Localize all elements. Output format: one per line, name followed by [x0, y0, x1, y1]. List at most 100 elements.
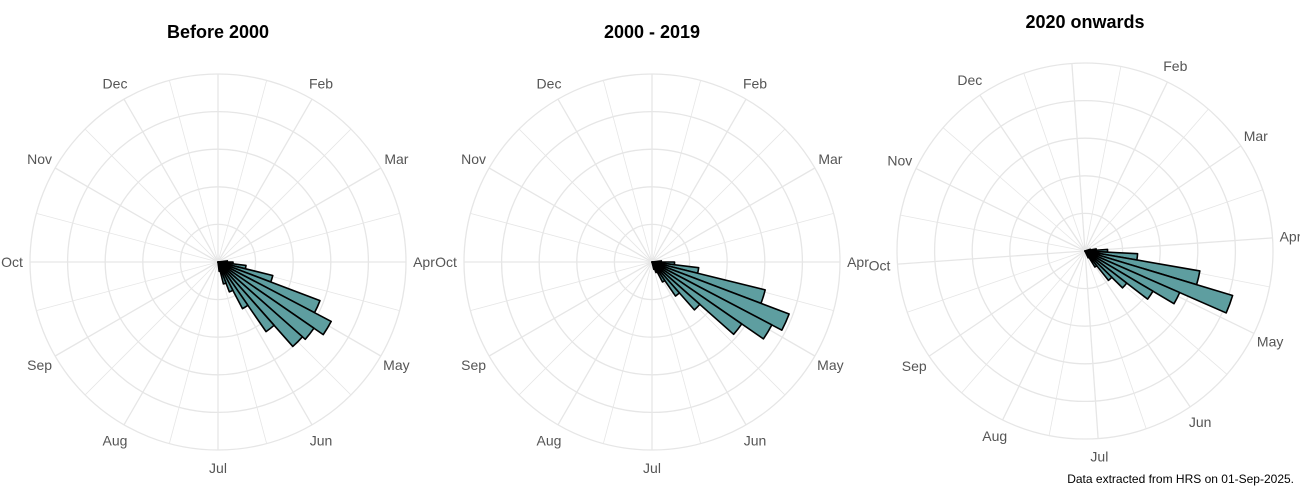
- month-label-jul: Jul: [209, 460, 227, 476]
- month-spoke: [928, 250, 1086, 357]
- grid-circle: [933, 99, 1237, 403]
- minor-spoke: [602, 80, 653, 263]
- minor-spoke: [1023, 73, 1086, 252]
- data-source-caption: Data extracted from HRS on 01-Sep-2025.: [1067, 472, 1294, 486]
- month-spoke: [54, 261, 219, 357]
- month-label-jul: Jul: [1090, 448, 1108, 464]
- bar-week-18: [651, 261, 773, 340]
- minor-spoke: [217, 80, 268, 263]
- month-spoke: [488, 261, 653, 357]
- month-label-mar: Mar: [1244, 128, 1268, 144]
- bar-week-18: [217, 261, 332, 336]
- minor-spoke: [907, 250, 1086, 313]
- minor-spoke: [470, 212, 653, 263]
- month-label-may: May: [383, 357, 409, 373]
- grid-circle: [1009, 175, 1161, 327]
- minor-spoke: [1084, 108, 1209, 252]
- minor-spoke: [168, 80, 219, 263]
- month-labels: Feb Mar Apr May Jun Jul Aug Sep Oct Nov Dec: [869, 58, 1300, 465]
- bar-week-21: [651, 261, 681, 297]
- bar-week-17: [651, 261, 790, 331]
- month-label-dec: Dec: [957, 72, 982, 88]
- month-label-feb: Feb: [1163, 58, 1187, 74]
- month-label-aug: Aug: [982, 428, 1007, 444]
- month-spoke: [1071, 63, 1086, 252]
- bar-week-24: [651, 261, 656, 271]
- month-label-sep: Sep: [902, 358, 927, 374]
- month-label-dec: Dec: [537, 76, 562, 92]
- month-label-sep: Sep: [27, 357, 52, 373]
- month-label-may: May: [1257, 333, 1283, 349]
- month-label-jun: Jun: [744, 432, 767, 448]
- minor-spoke: [168, 261, 219, 444]
- month-spoke: [651, 167, 816, 263]
- minor-spoke: [1084, 250, 1147, 429]
- polar-grid: [463, 73, 841, 451]
- month-label-oct: Oct: [435, 254, 457, 270]
- minor-spoke: [518, 128, 653, 263]
- month-spoke: [1084, 145, 1242, 252]
- minor-spoke: [1084, 189, 1263, 252]
- bar-week-23: [1084, 250, 1090, 259]
- month-label-nov: Nov: [461, 151, 486, 167]
- month-label-nov: Nov: [27, 151, 52, 167]
- bar-week-25: [217, 261, 222, 273]
- panel-title: Before 2000: [167, 22, 269, 42]
- minor-spoke: [602, 261, 653, 444]
- month-label-may: May: [817, 357, 843, 373]
- month-label-jun: Jun: [1189, 414, 1212, 430]
- month-label-jun: Jun: [310, 432, 333, 448]
- month-label-dec: Dec: [103, 76, 128, 92]
- month-label-nov: Nov: [887, 153, 912, 169]
- grid-circle: [1046, 212, 1124, 290]
- minor-spoke: [470, 261, 653, 312]
- minor-spoke: [651, 80, 702, 263]
- month-spoke: [651, 261, 747, 426]
- month-spoke: [217, 167, 382, 263]
- month-spoke: [217, 98, 313, 263]
- bar-week-22: [217, 261, 249, 310]
- bars: [1084, 248, 1234, 314]
- minor-spoke: [1084, 66, 1122, 252]
- month-label-feb: Feb: [743, 76, 767, 92]
- month-spoke: [557, 98, 653, 263]
- minor-spoke: [217, 128, 352, 263]
- bar-week-21: [217, 261, 275, 333]
- month-spoke: [1002, 250, 1086, 421]
- minor-spoke: [651, 261, 702, 444]
- month-label-aug: Aug: [537, 432, 562, 448]
- minor-spoke: [84, 261, 219, 396]
- minor-spoke: [1048, 250, 1086, 436]
- polar-panel-2: Feb Mar Apr May Jun Jul Aug Sep Oct Nov Dec 2000 - …: [435, 22, 869, 476]
- month-spoke: [1084, 250, 1099, 439]
- minor-spoke: [961, 250, 1086, 394]
- month-spoke: [1084, 237, 1273, 252]
- grid-circle: [971, 137, 1199, 365]
- polar-panel-1: Feb Mar Apr May Jun Jul Aug Sep Oct Nov Dec Before …: [1, 22, 435, 476]
- minor-spoke: [942, 127, 1086, 252]
- bar-week-19: [217, 261, 315, 341]
- minor-spoke: [217, 261, 268, 444]
- month-label-apr: Apr: [1280, 229, 1300, 245]
- month-label-apr: Apr: [847, 254, 869, 270]
- panel-title: 2020 onwards: [1025, 12, 1144, 32]
- month-label-oct: Oct: [1, 254, 23, 270]
- month-label-oct: Oct: [869, 257, 891, 273]
- minor-spoke: [217, 212, 400, 263]
- bar-week-19: [651, 261, 743, 336]
- month-spoke: [123, 261, 219, 426]
- month-label-apr: Apr: [413, 254, 435, 270]
- minor-spoke: [651, 128, 786, 263]
- polar-panel-3: Feb Mar Apr May Jun Jul Aug Sep Oct Nov Dec 2020 on…: [869, 12, 1300, 464]
- month-label-jul: Jul: [643, 460, 661, 476]
- panel-title: 2000 - 2019: [604, 22, 700, 42]
- month-spoke: [557, 261, 653, 426]
- minor-spoke: [36, 212, 219, 263]
- bar-week-23: [217, 261, 234, 293]
- month-label-sep: Sep: [461, 357, 486, 373]
- bars: [217, 260, 332, 348]
- month-labels: Feb Mar Apr May Jun Jul Aug Sep Oct Nov Dec: [1, 76, 435, 476]
- bars: [651, 260, 790, 340]
- minor-spoke: [651, 212, 834, 263]
